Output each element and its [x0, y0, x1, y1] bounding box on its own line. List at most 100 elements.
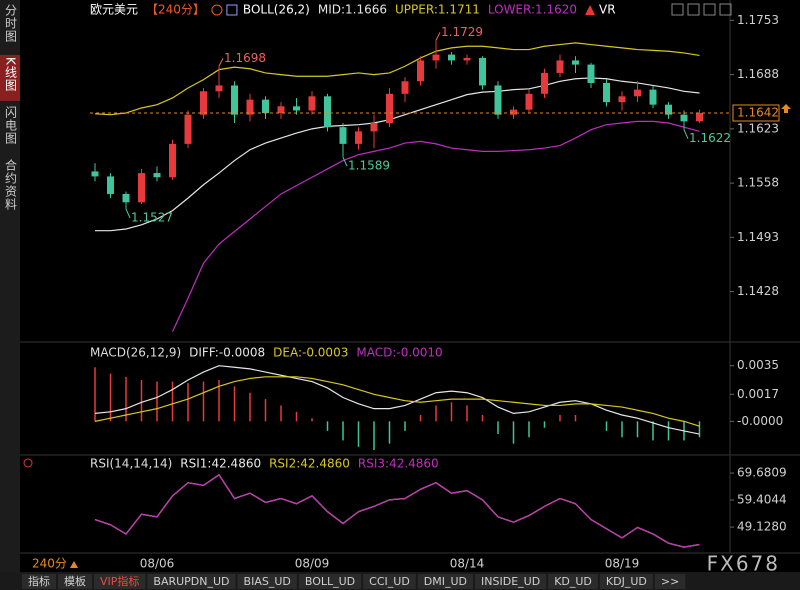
candle-body — [649, 89, 657, 105]
legend-entry: MID:1.1666 — [318, 3, 387, 17]
legend-entry: RSI1:42.4860 — [180, 457, 261, 471]
candle-body — [634, 89, 641, 97]
candle-body — [308, 96, 316, 111]
candle-body — [184, 114, 192, 144]
period-label[interactable]: 240分 — [32, 557, 67, 571]
tab[interactable]: BIAS_UD — [244, 575, 291, 588]
tab-bg[interactable] — [147, 574, 236, 589]
indicator-line — [94, 376, 700, 427]
extreme-marker — [435, 32, 441, 41]
candle-body — [494, 85, 502, 115]
candle-body — [432, 54, 440, 61]
tab-bg[interactable] — [599, 574, 653, 589]
candle-body — [417, 60, 424, 82]
sidebar-tab[interactable]: 合约资料 — [4, 157, 18, 210]
tab-bg[interactable] — [298, 574, 362, 589]
candle-body — [200, 91, 207, 115]
candle-body — [541, 72, 548, 94]
tab[interactable]: BOLL_UD — [305, 575, 355, 588]
tab-bg[interactable] — [22, 574, 56, 589]
indicator-line — [94, 42, 700, 116]
symbol: 欧元美元 — [90, 3, 138, 17]
tab[interactable]: >> — [661, 575, 679, 588]
legend-entry: UPPER:1.1711 — [395, 3, 480, 17]
x-tick-label: 08/19 — [605, 557, 640, 571]
candle-body — [91, 171, 99, 177]
candle-body — [122, 193, 130, 203]
x-tick-label: 08/14 — [450, 557, 485, 571]
indicator-line — [95, 77, 700, 232]
tab[interactable]: VIP指标 — [100, 574, 139, 588]
tab[interactable]: KDJ_UD — [606, 575, 647, 588]
extreme-label: 1.1589 — [348, 159, 390, 173]
extreme-marker — [683, 129, 689, 139]
last-price-box — [732, 104, 780, 122]
tab-bg[interactable] — [475, 574, 547, 589]
extreme-marker — [218, 58, 224, 67]
candle-body — [107, 176, 114, 194]
y-tick-label: 69.6809 — [737, 466, 787, 480]
tab[interactable]: BARUPDN_UD — [153, 575, 229, 588]
active-tab-bg — [0, 55, 20, 101]
tab[interactable]: INSIDE_UD — [481, 575, 540, 588]
tab[interactable]: 模板 — [64, 574, 86, 588]
candle-body — [370, 123, 378, 132]
indicator-icon[interactable] — [226, 4, 238, 16]
tab[interactable]: CCI_UD — [369, 575, 410, 588]
extreme-label: 1.1622 — [689, 131, 731, 145]
indicator-name: MACD(26,12,9) — [90, 346, 181, 360]
indicator-line — [94, 365, 700, 435]
tab-bg[interactable] — [548, 574, 598, 589]
period-arrow[interactable] — [70, 561, 78, 568]
tab-bg[interactable] — [94, 574, 146, 589]
candle-body — [246, 99, 254, 115]
add-icon[interactable] — [211, 4, 223, 16]
sidebar — [0, 0, 20, 572]
sidebar-tab[interactable]: K线图 — [4, 57, 18, 92]
y-tick-label: 1.1493 — [737, 230, 779, 244]
candle-body — [587, 64, 595, 83]
extreme-label: 1.1527 — [131, 210, 173, 224]
candle-body — [401, 81, 409, 94]
candle-body — [169, 143, 176, 178]
extreme-marker — [342, 157, 348, 167]
period: 【240分】 — [146, 3, 205, 17]
candle-body — [665, 104, 672, 115]
legend-entry: RSI2:42.4860 — [269, 457, 350, 471]
candle-body — [463, 57, 471, 61]
y-tick-label: 0.0035 — [737, 358, 779, 372]
tab-bg[interactable] — [363, 574, 416, 589]
window-icons — [671, 3, 732, 16]
y-tick-label: 1.1428 — [737, 284, 779, 298]
candle-body — [138, 173, 145, 203]
indicator-line — [171, 120, 700, 332]
tab[interactable]: DMI_UD — [424, 575, 467, 588]
y-tick-label: 1.1753 — [737, 13, 779, 27]
x-tick-label: 08/09 — [295, 557, 330, 571]
candle-body — [618, 96, 626, 103]
y-tick-label: 1.1558 — [737, 176, 779, 190]
candle-body — [339, 127, 347, 144]
sidebar-tab[interactable]: 分时图 — [4, 4, 18, 43]
indicator-name: RSI(14,14,14) — [90, 457, 172, 471]
tab-bg[interactable] — [237, 574, 297, 589]
candle-body — [293, 106, 300, 111]
settings-icon[interactable] — [23, 458, 33, 468]
candle-body — [510, 109, 517, 115]
extreme-label: 1.1698 — [224, 51, 266, 65]
tab-bg[interactable] — [417, 574, 474, 589]
sidebar-tab[interactable]: 闪电图 — [4, 105, 18, 144]
tab-bg[interactable] — [58, 574, 92, 589]
candle-body — [572, 60, 579, 65]
price-arrow-icon — [781, 104, 791, 113]
candle-body — [386, 93, 393, 124]
tab-bg[interactable] — [654, 574, 686, 589]
candle-body — [525, 93, 533, 110]
tab[interactable]: KD_UD — [554, 575, 592, 588]
tab[interactable]: 指标 — [28, 574, 50, 588]
extreme-label: 1.1729 — [441, 25, 483, 39]
indicator-line — [94, 473, 700, 548]
last-price-label: 1.1642 — [737, 105, 779, 119]
candle-body — [355, 131, 362, 144]
